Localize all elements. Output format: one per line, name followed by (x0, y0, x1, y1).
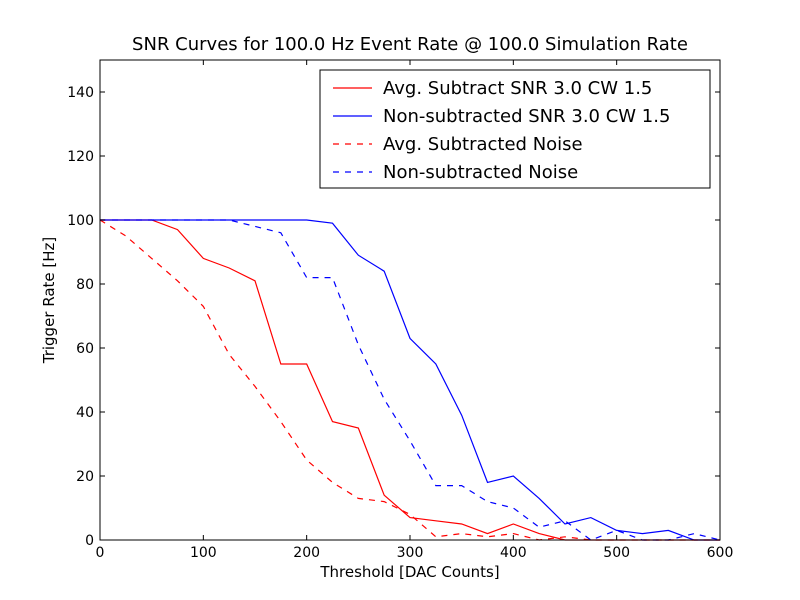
legend-box (319, 69, 711, 189)
y-tick-label: 40 (76, 405, 94, 421)
legend-label: Non-subtracted SNR 3.0 CW 1.5 (383, 106, 670, 127)
legend-label: Non-subtracted Noise (383, 162, 578, 183)
x-tick-label: 0 (96, 545, 105, 561)
y-tick-label: 20 (76, 469, 94, 485)
chart-title: SNR Curves for 100.0 Hz Event Rate @ 100… (132, 34, 688, 55)
y-axis-label: Trigger Rate [Hz] (40, 237, 58, 365)
y-tick-label: 100 (67, 213, 94, 229)
legend: Avg. Subtract SNR 3.0 CW 1.5 Non-subtract… (319, 69, 711, 189)
series-line-4 (100, 219, 721, 541)
series-line-3 (99, 219, 720, 541)
y-tick-label: 0 (85, 533, 94, 549)
series-layer (99, 219, 721, 541)
x-tick-label: 300 (397, 545, 424, 561)
x-tick-label: 500 (603, 545, 630, 561)
series-line-1 (100, 219, 720, 541)
x-tick-label: 100 (190, 545, 217, 561)
y-tick-label: 80 (76, 277, 94, 293)
legend-label: Avg. Subtract SNR 3.0 CW 1.5 (383, 78, 652, 99)
y-tick-label: 120 (67, 149, 94, 165)
x-axis-label: Threshold [DAC Counts] (319, 563, 499, 581)
x-tick-label: 400 (500, 545, 527, 561)
x-tick-label: 600 (707, 545, 734, 561)
y-tick-label: 60 (76, 341, 94, 357)
x-tick-label: 200 (293, 545, 320, 561)
legend-label: Avg. Subtracted Noise (383, 134, 583, 155)
series-line-2 (100, 219, 720, 541)
axis-ticks: 0 100 200 300 400 500 600 0 20 40 60 80 100 120 140 (67, 60, 733, 561)
y-tick-label: 140 (67, 85, 94, 101)
